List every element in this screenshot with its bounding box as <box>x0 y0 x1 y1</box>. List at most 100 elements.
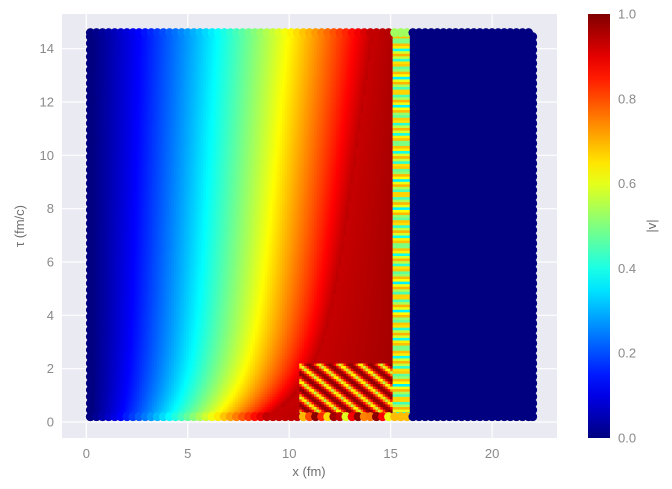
data-point <box>134 403 138 408</box>
data-point <box>316 403 320 408</box>
data-point <box>100 406 104 410</box>
data-point <box>205 398 209 402</box>
data-point <box>368 406 372 410</box>
data-point <box>517 398 521 402</box>
data-point <box>264 398 268 402</box>
data-point <box>159 398 163 402</box>
data-point <box>500 396 504 400</box>
data-point <box>306 398 310 402</box>
data-point <box>439 408 443 413</box>
data-point <box>380 408 384 413</box>
data-point <box>427 396 431 400</box>
data-point <box>360 403 364 408</box>
data-point <box>397 401 401 405</box>
data-point <box>360 401 364 405</box>
data-point <box>304 403 308 408</box>
data-point <box>309 396 313 400</box>
data-point <box>395 406 399 410</box>
data-point <box>198 403 202 408</box>
data-point <box>119 401 123 405</box>
data-point <box>279 408 283 413</box>
data-point <box>333 401 337 405</box>
data-point <box>196 401 200 405</box>
data-point <box>505 396 509 400</box>
data-point <box>134 396 138 400</box>
data-point <box>272 403 276 408</box>
data-point <box>458 408 463 413</box>
data-point <box>377 406 381 410</box>
data-point <box>235 393 239 397</box>
data-point <box>444 408 448 413</box>
data-point <box>225 401 229 405</box>
data-point <box>481 406 485 410</box>
data-point <box>210 408 214 413</box>
data-point <box>513 408 517 413</box>
data-point <box>395 396 399 400</box>
data-point <box>134 391 138 395</box>
data-point <box>323 396 327 400</box>
data-point <box>164 401 168 405</box>
data-point <box>129 406 133 410</box>
data-point <box>370 401 374 405</box>
data-point <box>166 408 170 413</box>
data-point <box>372 406 377 410</box>
data-point <box>397 398 401 402</box>
data-point <box>434 408 438 413</box>
data-point <box>274 403 278 408</box>
data-point <box>446 398 450 402</box>
data-point <box>434 393 438 397</box>
data-point <box>294 398 298 402</box>
data-point <box>414 403 418 408</box>
data-point <box>328 403 332 408</box>
data-point <box>291 406 295 410</box>
data-point <box>331 398 335 402</box>
data-point <box>525 396 529 400</box>
data-point <box>404 398 408 402</box>
data-point <box>161 391 165 395</box>
data-point <box>341 403 345 408</box>
data-point <box>318 406 322 410</box>
data-point <box>355 408 359 413</box>
data-point <box>294 396 298 400</box>
data-point <box>407 396 411 400</box>
data-point <box>102 403 106 408</box>
data-point <box>522 401 526 405</box>
data-point <box>441 406 445 410</box>
data-point <box>159 403 163 408</box>
data-point <box>412 401 416 405</box>
data-point <box>146 401 150 405</box>
data-point <box>146 408 150 413</box>
data-point <box>274 393 278 397</box>
data-point <box>151 393 155 397</box>
data-point <box>250 403 254 408</box>
data-point <box>156 398 160 402</box>
data-point <box>203 406 207 410</box>
data-point <box>117 398 121 402</box>
data-point <box>321 408 325 413</box>
data-point <box>267 401 271 405</box>
data-point <box>193 406 197 410</box>
data-point <box>478 403 482 408</box>
data-point <box>522 403 526 408</box>
data-point <box>481 396 485 400</box>
data-point <box>468 403 472 408</box>
data-point <box>237 411 241 415</box>
data-point <box>240 406 244 410</box>
data-point <box>444 396 448 400</box>
data-point <box>417 401 421 405</box>
data-point <box>476 393 480 397</box>
data-point <box>355 396 359 400</box>
data-point <box>412 403 416 408</box>
data-point <box>513 403 517 408</box>
data-point <box>289 406 293 410</box>
data-point <box>498 401 502 405</box>
data-point <box>365 403 369 408</box>
data-point <box>399 406 404 410</box>
data-point <box>191 396 195 400</box>
data-point <box>444 401 448 405</box>
data-point <box>122 391 126 395</box>
data-point <box>404 396 408 400</box>
data-point <box>313 406 318 410</box>
data-point <box>173 406 177 410</box>
data-point <box>449 406 453 410</box>
